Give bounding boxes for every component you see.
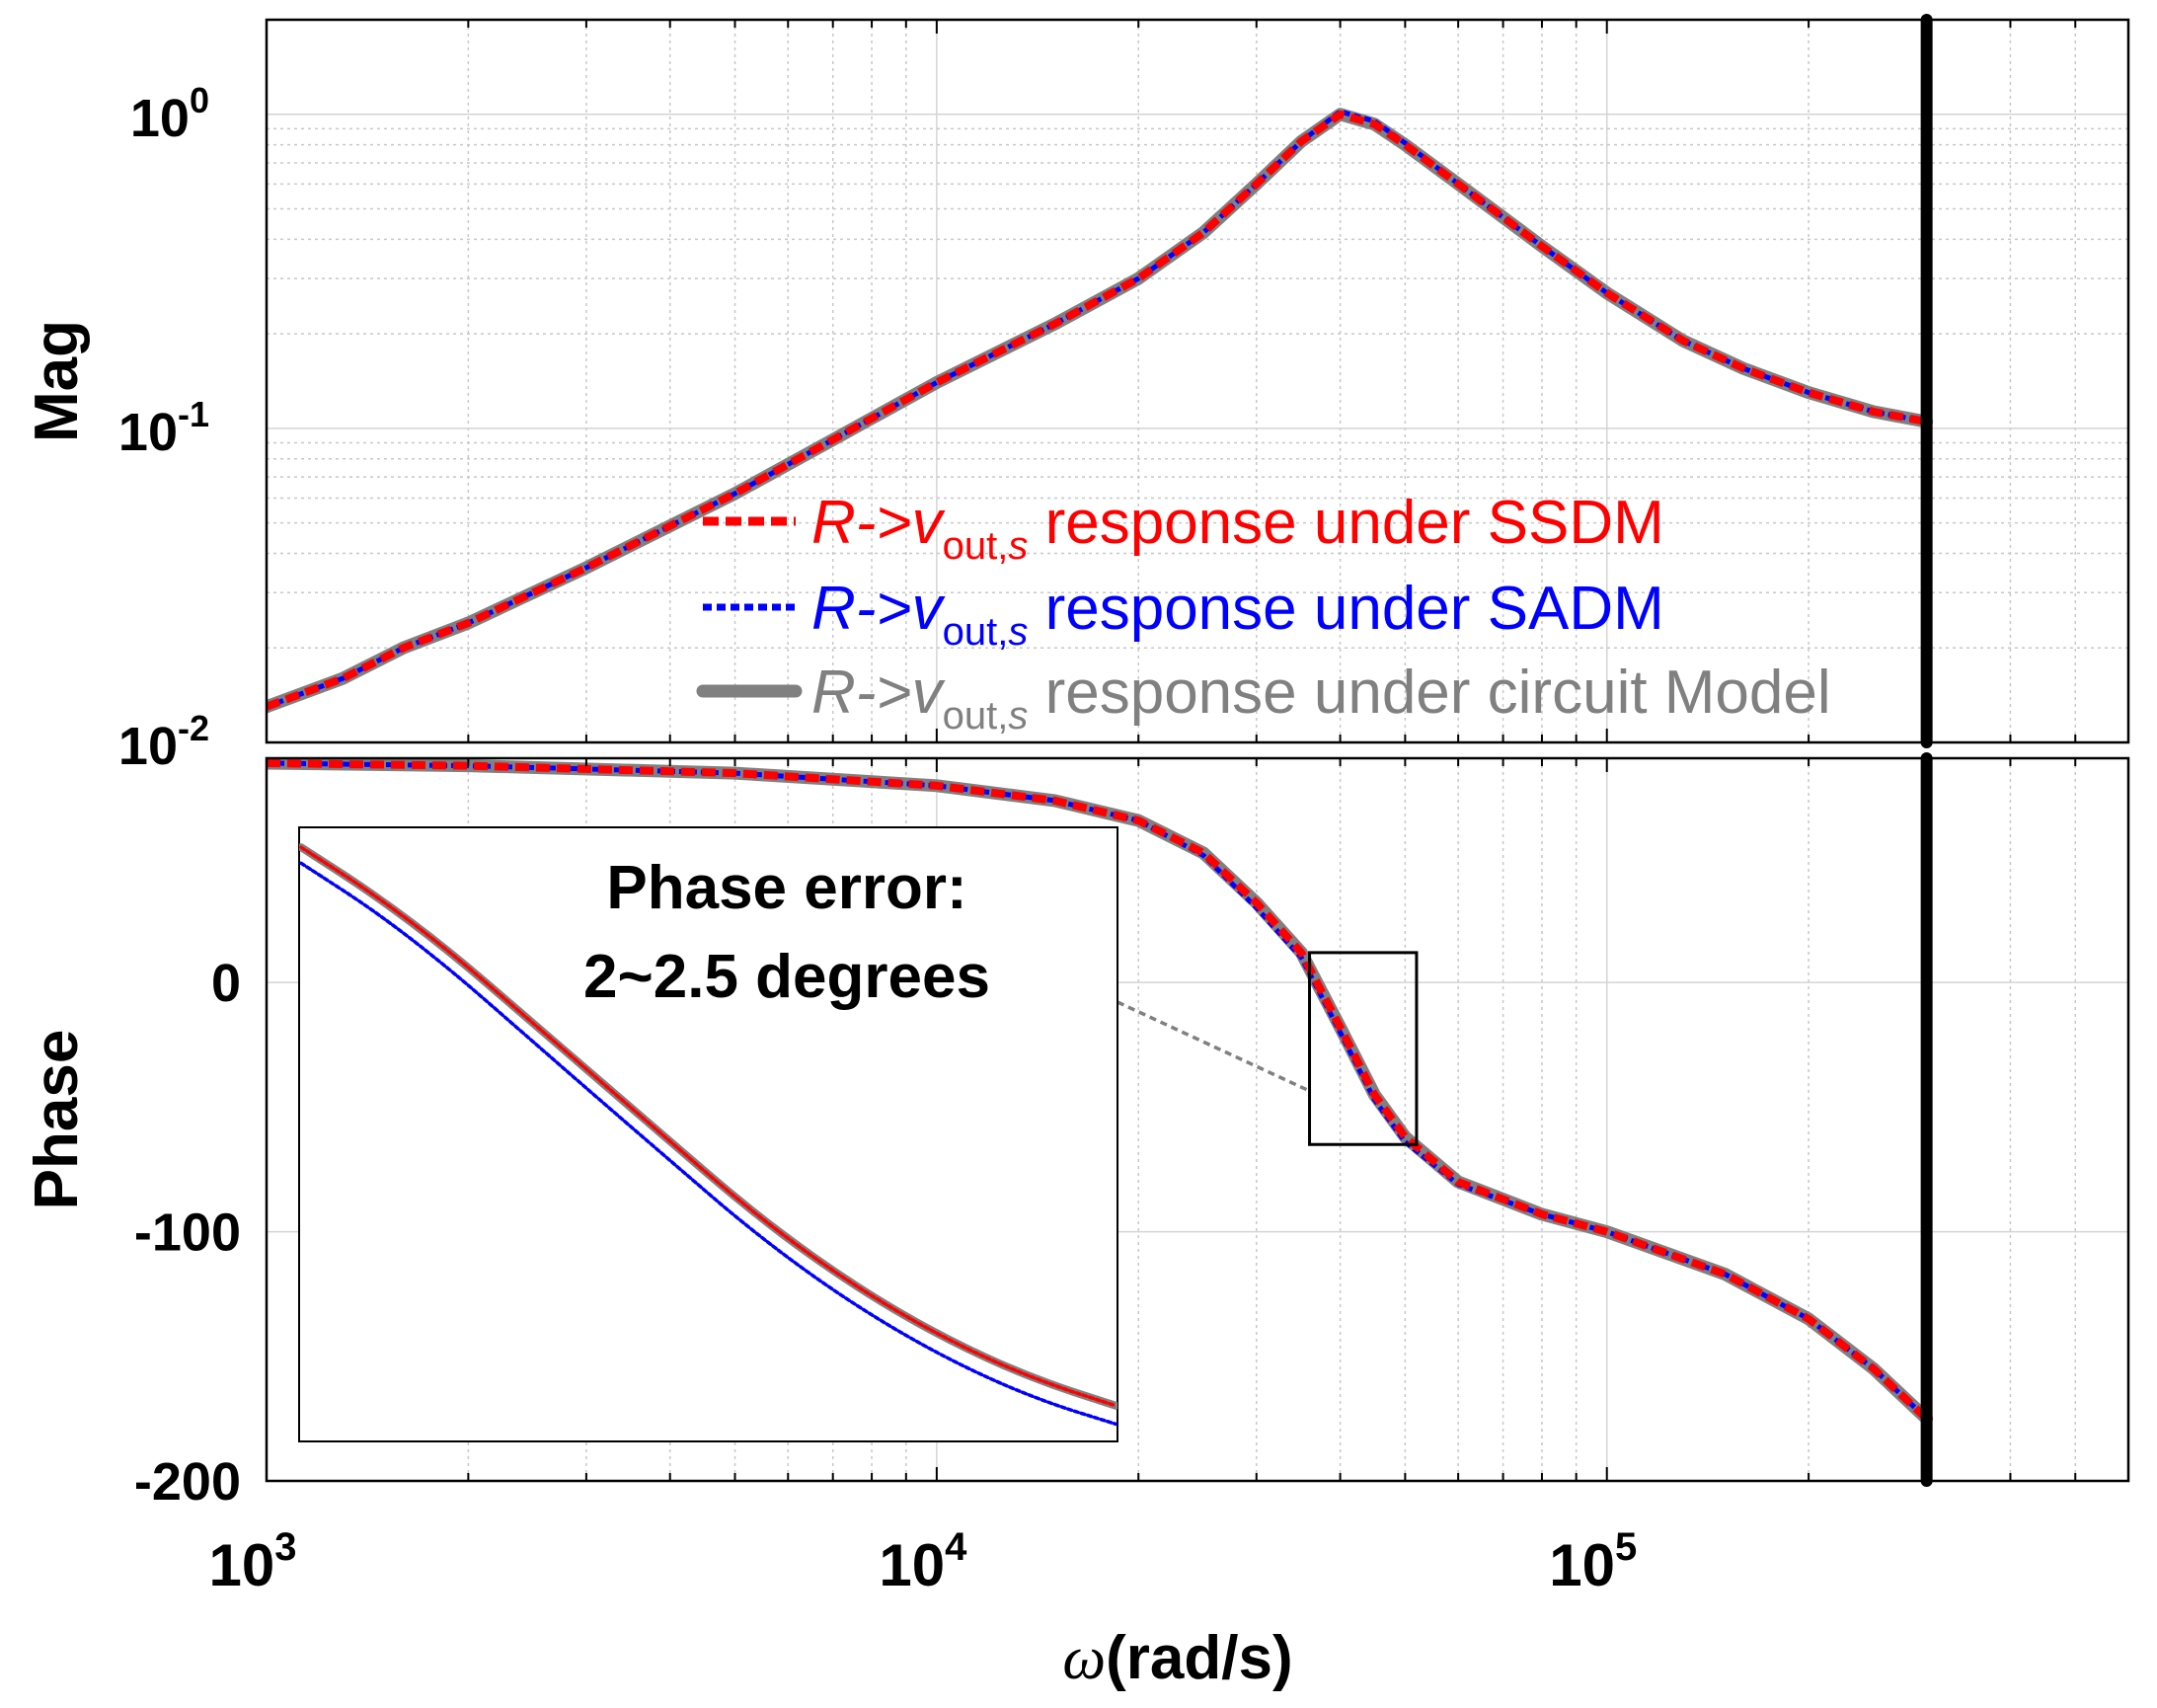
legend-text: response under circuit Model [1028,659,1830,727]
inset-annotation-line1: Phase error: [606,854,966,922]
legend-subscript-italic: s [1008,524,1028,568]
inset-frame [298,826,1118,1442]
phase-y-tick-label: -100 [134,1203,241,1263]
tick-base: 10 [1549,1532,1615,1598]
legend-text: response under SSDM [1028,489,1663,557]
tick-base: 10 [879,1532,945,1598]
legend-label-sadm: R->vout,s response under SADM [811,575,1664,654]
x-axis-label: ω(rad/s) [1062,1624,1292,1692]
tick-exponent: 4 [945,1525,967,1569]
legend-text: response under SADM [1028,575,1663,643]
zoom-connector-line [1117,1000,1311,1093]
legend-subscript-italic: s [1008,694,1028,738]
mag-y-tick-label: 10-1 [118,394,209,462]
legend-subscript: out, [943,524,1009,568]
x-tick-label: 104 [879,1525,967,1598]
phase-series-sadm [267,760,1929,1421]
tick-exponent: -2 [178,708,209,748]
x-axis-symbol: ω [1062,1625,1106,1692]
mag-series-ssdm [267,110,1928,711]
tick-exponent: 0 [190,80,209,120]
phase-y-tick-label: 0 [211,954,241,1013]
overlay-layer: Phase error: 2~2.5 degrees [298,826,1419,1442]
inset-series-sadm [299,861,1117,1427]
legend-label-circuit-model: R->vout,s response under circuit Model [811,659,1831,738]
tick-exponent: -1 [178,394,209,434]
zoom-region-box [1308,951,1419,1146]
legend-prefix: R->v [811,659,946,727]
legend-subscript: out, [943,610,1009,654]
phase-axes-frame [265,756,2130,1483]
mag-y-tick-label: 10-2 [118,708,209,776]
axes-layer [265,18,2130,1483]
inset-annotation-line2: 2~2.5 degrees [583,943,990,1011]
tick-base: 10 [209,1532,275,1598]
mag-y-axis-label: Mag [23,320,91,442]
x-tick-label: 105 [1549,1525,1637,1598]
series-layer [267,14,1934,1487]
phase-y-axis-label: Phase [23,1030,91,1210]
x-tick-label: 103 [209,1525,297,1598]
mag-axes-frame [265,18,2130,744]
x-axis-unit: (rad/s) [1106,1624,1292,1692]
legend-prefix: R->v [811,489,946,557]
legend-prefix: R->v [811,575,946,643]
legend-subscript-italic: s [1008,610,1028,654]
tick-base: 10 [130,89,190,148]
mag-y-tick-label: 100 [130,80,209,148]
phase-series-ssdm [267,759,1930,1422]
tick-exponent: 3 [274,1525,296,1569]
legend-label-ssdm: R->vout,s response under SSDM [811,489,1664,568]
tick-base: 10 [118,403,178,462]
tick-exponent: 5 [1615,1525,1637,1569]
tick-base: 10 [118,717,178,776]
phase-y-tick-label: -200 [134,1452,241,1512]
inset-series-ssdm [299,845,1117,1408]
legend-subscript: out, [943,694,1009,738]
